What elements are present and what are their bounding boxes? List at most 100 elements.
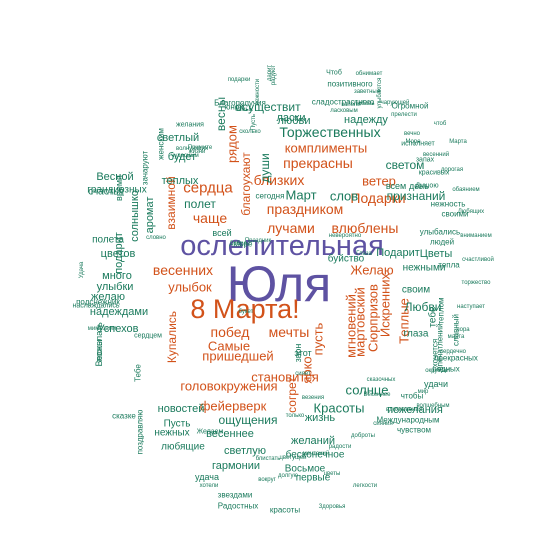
word-120: счастья [88,187,124,198]
word-74: аромат [144,197,156,234]
word-182: обаянием [452,187,479,193]
word-55: желаний [291,435,335,447]
word-145: Глаза [356,251,372,257]
word-37: рядом [225,125,240,163]
word-146: волшебным [416,403,449,409]
word-31: пусть [311,322,326,355]
word-15: побед [211,324,250,340]
word-98: хочется [431,339,440,367]
word-12: полет [184,197,216,211]
word-27: Желаю [350,263,393,278]
word-144: невероятно [329,233,362,239]
word-32: согрет [285,377,299,413]
word-136: поздравляю [136,410,145,455]
word-106: нежность [431,200,466,209]
word-123: пожелать [94,322,104,362]
word-150: везения [302,395,324,401]
word-100: впечатлений [436,323,445,370]
word-167: Примите [188,145,213,151]
word-81: нежными [403,263,446,274]
word-68: улыбки [97,281,134,293]
word-60: новостей [158,403,205,415]
word-129: Здоровья [319,504,346,510]
word-62: нежных [154,428,189,439]
word-135: Желаем [197,429,224,436]
word-84: тебе [427,306,439,328]
word-124: подснежник [76,298,120,307]
word-89: всем [386,181,406,191]
word-176: капели [341,102,360,108]
word-83: глаза [404,329,429,340]
word-25: Теплые [397,298,412,344]
word-16: мечты [269,324,310,340]
word-132: звездами [218,491,253,500]
word-75: Весной [96,171,133,183]
word-7: праздником [267,201,344,217]
word-179: вечно [404,131,421,137]
word-131: Радостных [218,502,258,511]
word-29: мартовский [353,287,368,357]
word-166: волнующих [176,146,208,152]
word-125: наслаждались [72,303,119,310]
word-138: сказке [112,412,136,421]
word-171: Пусть [251,114,257,130]
word-45: осуществит [235,100,301,114]
word-58: первые [296,473,331,484]
word-170: радуют [271,65,277,86]
word-156: Добра [229,241,247,247]
word-69: много [102,270,132,282]
word-76: теплых [162,175,199,187]
word-57: Восьмое [285,464,326,475]
word-177: чарующей [381,99,410,106]
word-11: чаще [193,210,227,226]
word-102: людей [430,238,454,247]
word-97: прекрасных [434,354,478,363]
word-67: желаю [91,291,125,303]
word-48: надежду [344,114,388,126]
word-51: весеннее [206,428,254,440]
word-65: Успехов [98,323,139,335]
word-41: Март [285,188,316,203]
word-117: женским [157,128,166,160]
word-193: сияния [373,421,393,427]
word-165: самых [235,107,253,113]
word-155: долгую [278,473,298,479]
word-4: комплименты [285,141,368,156]
word-175: улыбаются [377,78,383,109]
word-181: дорогая [441,167,463,173]
word-19: становится [251,370,318,385]
word-103: улыбались [420,228,460,237]
word-78: светлый [157,132,199,144]
word-59: пожелания [387,404,443,416]
word-186: торжество [462,280,492,286]
word-122: Весны [94,340,104,367]
word-173: ласковым [330,108,358,114]
word-92: удачи [424,379,448,389]
word-46: ласки [277,112,306,124]
word-168: сколько [239,129,261,135]
word-126: Удача [79,261,85,278]
word-142: море [234,240,253,249]
word-2: 8 Марта! [190,294,299,324]
word-66: надеждами [90,306,148,318]
word-137: Тебе [134,364,143,382]
word-183: Любящих [458,209,484,215]
word-94: чтобы [401,392,424,401]
word-33: Купались [165,311,179,363]
word-0: Юля [227,256,332,312]
word-56: бесконечное [286,449,345,461]
word-140: мимозами [88,326,116,332]
word-118: зачаруют [141,150,150,185]
word-169: нежности [255,79,261,105]
word-180: весенний [423,151,449,158]
word-14: улыбок [168,280,212,295]
word-161: любовь [353,101,374,107]
word-113: сладострастного [312,98,375,107]
word-191: мир [418,389,429,395]
word-39: Подарки [350,190,405,206]
word-159: Марта [449,139,467,145]
word-198: блистать [256,456,281,462]
word-72: подарит [113,232,125,274]
